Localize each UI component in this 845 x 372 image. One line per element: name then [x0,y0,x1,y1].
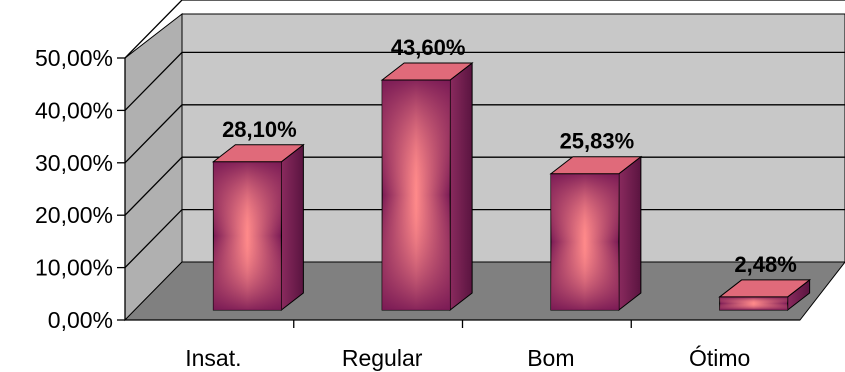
x-tick-labels: Insat. Regular Bom Ótimo [185,345,750,371]
bar-front-shade [213,161,282,310]
bar-front-shade [719,296,788,310]
data-label: 2,48% [734,252,796,277]
x-tick-label: Ótimo [689,345,750,371]
y-tick-label: 30,00% [35,150,113,176]
bar-front-shade [550,173,619,310]
x-tick-label: Regular [342,345,423,371]
bars: 28,10% 43,60% 25,83% 2,48% [211,35,812,312]
gridline [124,0,845,59]
bar-side [280,143,304,312]
y-tick-label: 0,00% [48,307,113,333]
data-label: 25,83% [560,129,635,154]
bar [380,61,474,312]
bar-top [380,62,474,81]
gridline [124,51,845,111]
bar-top [549,156,643,175]
y-tick-label: 40,00% [35,97,113,123]
x-tick-label: Bom [527,345,574,371]
data-label: 28,10% [222,117,297,142]
bar-side [449,61,473,312]
gridline [124,104,845,164]
bar-side [618,155,642,312]
y-tick-label: 50,00% [35,45,113,71]
bar [549,155,643,312]
y-tick-label: 10,00% [35,255,113,281]
y-axis [117,57,800,328]
x-tick-label: Insat. [185,345,241,371]
bar [718,278,812,312]
bar-front-shade [382,80,451,310]
y-tick-labels: 0,00% 10,00% 20,00% 30,00% 40,00% 50,00% [35,45,113,333]
bar-top [211,144,305,163]
bar [211,143,305,312]
y-tick-label: 20,00% [35,202,113,228]
data-label: 43,60% [391,35,466,60]
bar-top [718,279,812,298]
